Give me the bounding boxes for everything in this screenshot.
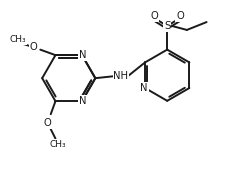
Text: O: O — [30, 42, 38, 52]
Text: N: N — [140, 83, 148, 93]
Text: O: O — [44, 118, 51, 128]
Text: S: S — [164, 21, 171, 31]
Text: O: O — [151, 11, 158, 21]
Text: O: O — [176, 11, 184, 21]
Text: N: N — [79, 50, 87, 60]
Text: CH₃: CH₃ — [10, 35, 26, 44]
Text: N: N — [79, 96, 87, 106]
Text: CH₃: CH₃ — [49, 140, 66, 149]
Text: NH: NH — [113, 71, 128, 81]
